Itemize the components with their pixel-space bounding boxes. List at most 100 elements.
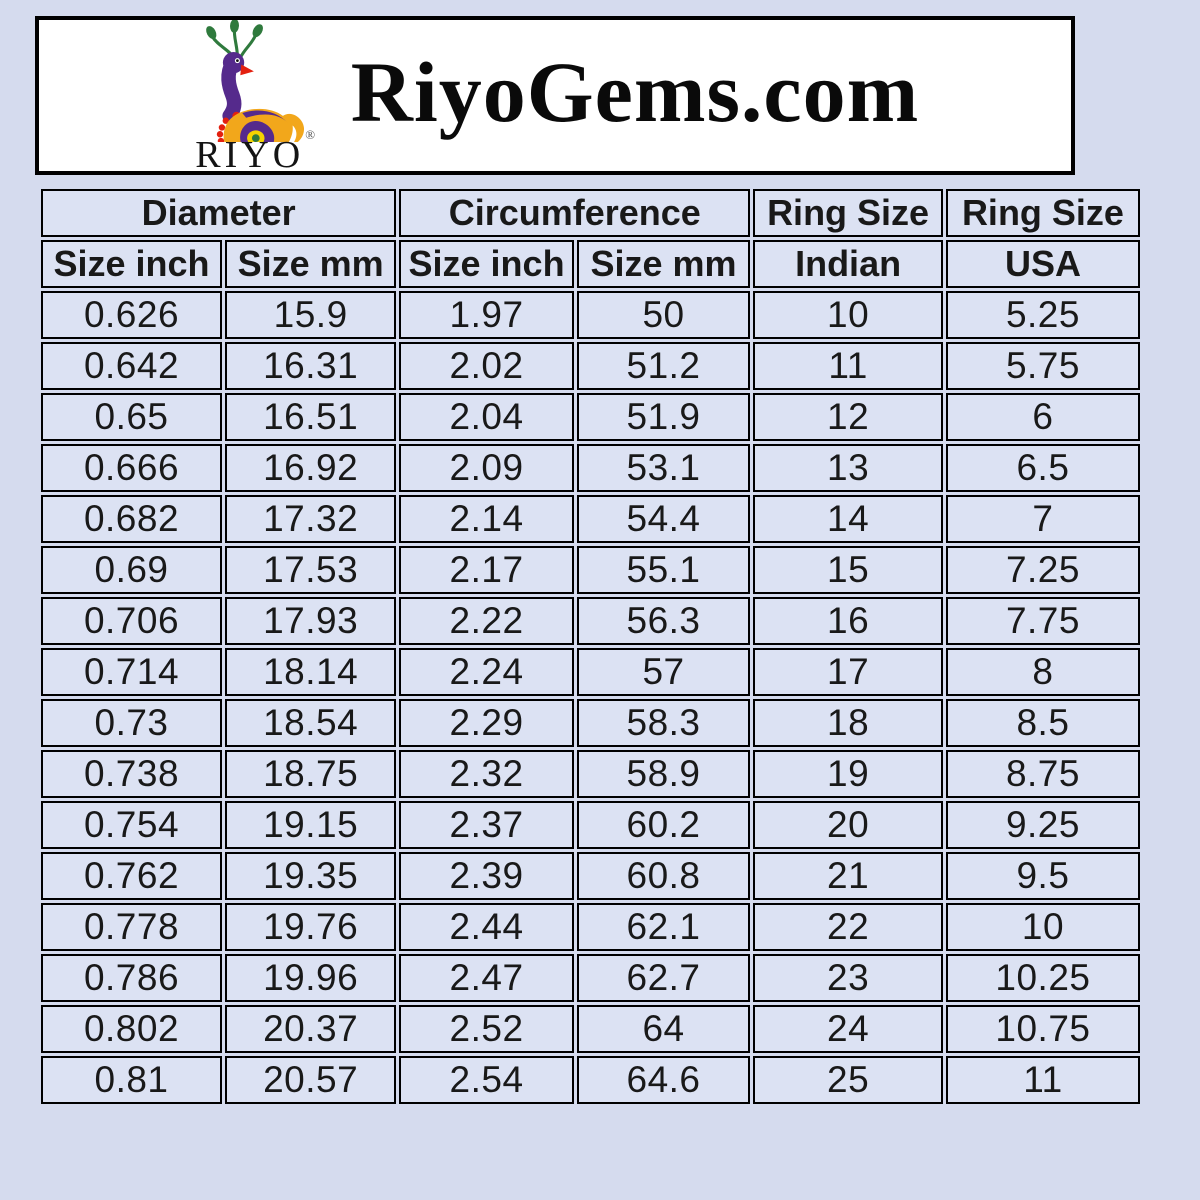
table-cell: 2.47 bbox=[399, 954, 574, 1002]
table-cell: 0.706 bbox=[41, 597, 223, 645]
table-cell: 51.9 bbox=[576, 393, 751, 441]
table-row: 0.69 17.53 2.17 55.1 15 7.25 bbox=[41, 546, 1140, 594]
table-cell: 56.3 bbox=[576, 597, 751, 645]
table-cell: 9.5 bbox=[945, 852, 1140, 900]
column-header-circumference-inch: Size inch bbox=[399, 240, 574, 288]
table-cell: 0.642 bbox=[41, 342, 223, 390]
table-row: 0.626 15.9 1.97 50 10 5.25 bbox=[41, 291, 1140, 339]
logo-brand-text: RIYO ® bbox=[195, 126, 316, 176]
table-cell: 62.7 bbox=[576, 954, 751, 1002]
table-cell: 54.4 bbox=[576, 495, 751, 543]
table-cell: 2.29 bbox=[399, 699, 574, 747]
column-header-diameter-inch: Size inch bbox=[41, 240, 223, 288]
table-cell: 23 bbox=[753, 954, 943, 1002]
table-cell: 0.666 bbox=[41, 444, 223, 492]
table-cell: 17.53 bbox=[225, 546, 397, 594]
table-cell: 25 bbox=[753, 1056, 943, 1104]
table-row: 0.738 18.75 2.32 58.9 19 8.75 bbox=[41, 750, 1140, 798]
table-cell: 2.09 bbox=[399, 444, 574, 492]
table-cell: 2.17 bbox=[399, 546, 574, 594]
table-cell: 64.6 bbox=[576, 1056, 751, 1104]
column-header-row: Size inch Size mm Size inch Size mm Indi… bbox=[41, 240, 1140, 288]
table-cell: 60.8 bbox=[576, 852, 751, 900]
table-cell: 2.24 bbox=[399, 648, 574, 696]
table-cell: 11 bbox=[945, 1056, 1140, 1104]
table-cell: 7 bbox=[945, 495, 1140, 543]
table-cell: 8 bbox=[945, 648, 1140, 696]
table-cell: 0.754 bbox=[41, 801, 223, 849]
table-cell: 2.44 bbox=[399, 903, 574, 951]
table-cell: 2.39 bbox=[399, 852, 574, 900]
table-cell: 8.75 bbox=[945, 750, 1140, 798]
table-cell: 0.682 bbox=[41, 495, 223, 543]
table-cell: 19.76 bbox=[225, 903, 397, 951]
site-title: RiyoGems.com bbox=[350, 43, 920, 140]
table-cell: 5.25 bbox=[945, 291, 1140, 339]
table-cell: 0.73 bbox=[41, 699, 223, 747]
table-cell: 2.37 bbox=[399, 801, 574, 849]
table-cell: 2.54 bbox=[399, 1056, 574, 1104]
table-cell: 10 bbox=[753, 291, 943, 339]
table-cell: 6 bbox=[945, 393, 1140, 441]
table-cell: 0.714 bbox=[41, 648, 223, 696]
table-row: 0.706 17.93 2.22 56.3 16 7.75 bbox=[41, 597, 1140, 645]
table-cell: 0.626 bbox=[41, 291, 223, 339]
table-cell: 11 bbox=[753, 342, 943, 390]
table-cell: 8.5 bbox=[945, 699, 1140, 747]
table-cell: 15 bbox=[753, 546, 943, 594]
table-row: 0.786 19.96 2.47 62.7 23 10.25 bbox=[41, 954, 1140, 1002]
table-cell: 24 bbox=[753, 1005, 943, 1053]
column-header-diameter-mm: Size mm bbox=[225, 240, 397, 288]
table-row: 0.762 19.35 2.39 60.8 21 9.5 bbox=[41, 852, 1140, 900]
table-cell: 7.25 bbox=[945, 546, 1140, 594]
table-cell: 20.57 bbox=[225, 1056, 397, 1104]
table-cell: 22 bbox=[753, 903, 943, 951]
table-cell: 57 bbox=[576, 648, 751, 696]
table-cell: 16.51 bbox=[225, 393, 397, 441]
table-cell: 50 bbox=[576, 291, 751, 339]
table-cell: 60.2 bbox=[576, 801, 751, 849]
column-header-circumference-mm: Size mm bbox=[576, 240, 751, 288]
ring-size-table: Diameter Circumference Ring Size Ring Si… bbox=[38, 186, 1143, 1107]
table-cell: 10.75 bbox=[945, 1005, 1140, 1053]
riyo-logo: RIYO ® bbox=[191, 19, 316, 176]
table-cell: 0.738 bbox=[41, 750, 223, 798]
table-cell: 0.802 bbox=[41, 1005, 223, 1053]
table-cell: 7.75 bbox=[945, 597, 1140, 645]
table-row: 0.754 19.15 2.37 60.2 20 9.25 bbox=[41, 801, 1140, 849]
table-cell: 0.69 bbox=[41, 546, 223, 594]
table-cell: 18.54 bbox=[225, 699, 397, 747]
header-banner: RIYO ® RiyoGems.com bbox=[35, 16, 1075, 175]
table-cell: 2.04 bbox=[399, 393, 574, 441]
peacock-logo-icon bbox=[191, 19, 309, 142]
table-row: 0.682 17.32 2.14 54.4 14 7 bbox=[41, 495, 1140, 543]
table-cell: 18 bbox=[753, 699, 943, 747]
table-cell: 1.97 bbox=[399, 291, 574, 339]
table-cell: 9.25 bbox=[945, 801, 1140, 849]
group-header-ring-size-indian: Ring Size bbox=[753, 189, 943, 237]
table-cell: 16.31 bbox=[225, 342, 397, 390]
table-cell: 17.93 bbox=[225, 597, 397, 645]
table-cell: 6.5 bbox=[945, 444, 1140, 492]
table-cell: 19.15 bbox=[225, 801, 397, 849]
table-cell: 2.32 bbox=[399, 750, 574, 798]
registered-trademark-icon: ® bbox=[305, 126, 316, 142]
table-cell: 20 bbox=[753, 801, 943, 849]
table-row: 0.802 20.37 2.52 64 24 10.75 bbox=[41, 1005, 1140, 1053]
table-cell: 19 bbox=[753, 750, 943, 798]
ring-size-chart: Diameter Circumference Ring Size Ring Si… bbox=[38, 186, 1143, 1107]
table-row: 0.65 16.51 2.04 51.9 12 6 bbox=[41, 393, 1140, 441]
table-cell: 17 bbox=[753, 648, 943, 696]
column-header-usa: USA bbox=[945, 240, 1140, 288]
table-cell: 20.37 bbox=[225, 1005, 397, 1053]
group-header-circumference: Circumference bbox=[399, 189, 751, 237]
group-header-diameter: Diameter bbox=[41, 189, 397, 237]
table-cell: 2.02 bbox=[399, 342, 574, 390]
group-header-ring-size-usa: Ring Size bbox=[945, 189, 1140, 237]
table-row: 0.73 18.54 2.29 58.3 18 8.5 bbox=[41, 699, 1140, 747]
table-cell: 18.75 bbox=[225, 750, 397, 798]
table-cell: 5.75 bbox=[945, 342, 1140, 390]
table-row: 0.666 16.92 2.09 53.1 13 6.5 bbox=[41, 444, 1140, 492]
table-cell: 0.65 bbox=[41, 393, 223, 441]
table-cell: 2.52 bbox=[399, 1005, 574, 1053]
